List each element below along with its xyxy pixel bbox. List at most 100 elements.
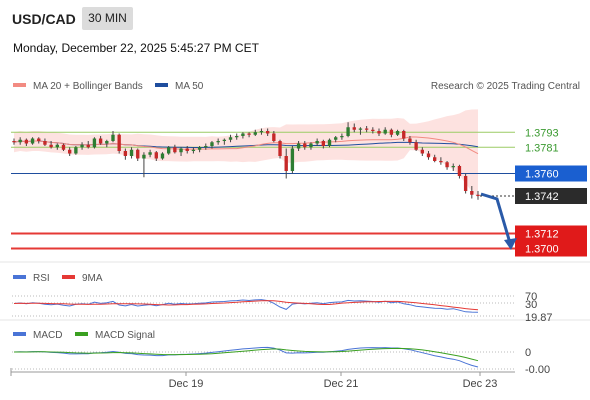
ma50-legend-label: MA 50 (175, 81, 204, 92)
candle-body (414, 142, 418, 150)
candle-body (55, 144, 59, 148)
candle-body (284, 156, 288, 171)
candle-body (383, 129, 387, 134)
rsi-ma-legend-label: 9MA (82, 273, 103, 284)
candle-body (160, 153, 165, 159)
candle-body (346, 127, 350, 136)
candle-body (37, 138, 41, 141)
x-tick-dec19: Dec 19 (169, 378, 204, 390)
rsi-tick-70: 70 (525, 291, 537, 303)
rsi-legend-swatch (13, 275, 26, 279)
candle-body (476, 194, 480, 196)
macd-legend-swatch (13, 332, 26, 336)
level-tags: 1.3793 1.3781 1.3760 1.3742 1.3712 1.3700 (515, 127, 587, 257)
ma20-legend-label: MA 20 + Bollinger Bands (33, 81, 143, 92)
candle-body (216, 141, 220, 143)
candle-body (439, 161, 443, 163)
rsi-tick-30: 30 (525, 299, 537, 311)
ma50-legend-swatch (155, 83, 168, 87)
ma20-legend-swatch (13, 83, 26, 87)
candle-body (426, 153, 431, 158)
candle-body (30, 138, 35, 144)
last-price-label: 1.3742 (525, 191, 559, 203)
candle-body (457, 166, 462, 176)
pivot-tag (515, 165, 587, 182)
candle-body (327, 139, 332, 146)
candle-body (433, 157, 437, 161)
candle-body (371, 129, 375, 131)
x-tick-dec23: Dec 23 (463, 378, 498, 390)
resistance-label-r1: 1.3781 (525, 142, 559, 154)
macd-signal-line (14, 347, 479, 362)
candle-body (241, 133, 245, 136)
chart-datetime: Monday, December 22, 2025 5:45:27 PM CET (13, 41, 259, 55)
candle-body (222, 139, 227, 141)
candle-body (123, 151, 128, 156)
candle-body (24, 139, 29, 144)
candle-body (420, 149, 424, 154)
candle-body (309, 143, 313, 148)
forecast-arrow (480, 192, 512, 244)
candle-body (463, 176, 468, 191)
candle-body (290, 148, 295, 171)
candle-body (451, 166, 455, 168)
candle-body (470, 191, 474, 195)
candle-body (68, 149, 72, 154)
candle-body (111, 134, 115, 141)
macd-tick-zero: 0 (525, 347, 531, 359)
candle-body (105, 141, 109, 144)
rsi-tick-last: 19.87 (525, 312, 553, 324)
candle-body (18, 139, 22, 143)
candle-body (173, 147, 177, 153)
candle-body (402, 131, 406, 139)
bollinger-band-area (14, 109, 478, 198)
candle-body (197, 147, 202, 150)
macd-line (13, 346, 479, 368)
research-credit: Research © 2025 Trading Central (431, 81, 580, 92)
resistance-label-r2: 1.3793 (525, 127, 559, 139)
moving-averages (13, 136, 479, 155)
candle-body (259, 131, 264, 133)
candle-body (265, 131, 270, 134)
candle-body (179, 148, 183, 153)
candle-body (80, 144, 84, 148)
forecast-arrowhead (504, 238, 517, 250)
candle-body (12, 141, 16, 143)
candle-body (315, 141, 319, 144)
macd-signal-legend-label: MACD Signal (95, 330, 155, 341)
candle-body (61, 144, 66, 150)
candle-body (321, 141, 326, 146)
candle-body (136, 149, 140, 159)
candle-body (74, 147, 78, 154)
candle-body (98, 138, 103, 144)
candle-body (389, 129, 394, 135)
candle-body (129, 149, 134, 156)
candle-body (92, 138, 97, 148)
candle-body (154, 152, 158, 159)
candle-body (340, 136, 344, 138)
last-price-tag (515, 188, 587, 204)
candle-body (166, 147, 171, 154)
candle-body (142, 154, 146, 159)
timeframe-badge[interactable]: 30 MIN (82, 7, 133, 30)
ma20-line (13, 136, 479, 155)
candle-body (253, 132, 257, 135)
candle-body (86, 144, 90, 148)
candle-body (364, 128, 369, 130)
candle-body (49, 144, 53, 148)
candle-body (303, 143, 307, 148)
pivot-label: 1.3760 (525, 169, 559, 181)
candle-body (408, 138, 412, 143)
rsi-line (13, 299, 479, 313)
bollinger-bands (14, 109, 478, 198)
candle-body (445, 162, 449, 168)
candle-body (43, 141, 47, 145)
candle-body (185, 148, 189, 151)
currency-pair-title: USD/CAD (12, 11, 76, 27)
rsi-ma-legend-swatch (62, 275, 75, 279)
support-tag-s1 (515, 225, 587, 242)
candle-body (191, 149, 196, 151)
rsi-ma-line (13, 300, 479, 311)
macd-signal-legend-swatch (75, 332, 88, 336)
